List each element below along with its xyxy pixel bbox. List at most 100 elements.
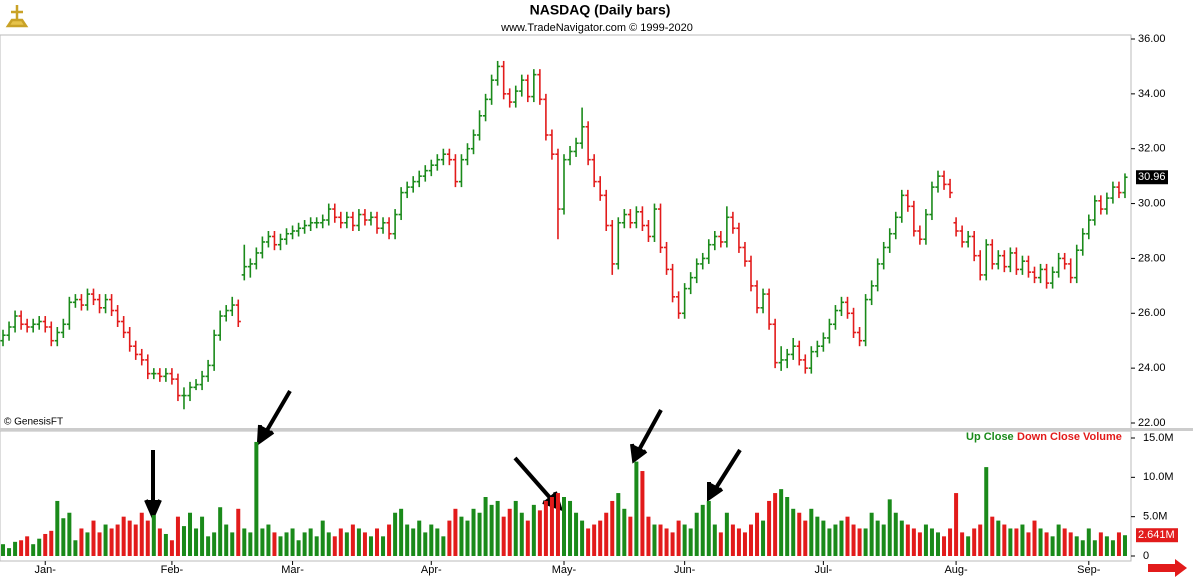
- volume-bar: [290, 528, 295, 556]
- volume-bar: [610, 500, 615, 556]
- volume-bar: [1104, 536, 1109, 556]
- volume-bar: [513, 500, 518, 556]
- volume-bar: [978, 524, 983, 556]
- volume-bar: [598, 520, 603, 556]
- volume-bar: [580, 520, 585, 556]
- volume-bar: [1050, 536, 1055, 556]
- volume-bar: [471, 508, 476, 556]
- volume-bar: [948, 528, 953, 556]
- volume-bar: [332, 536, 337, 556]
- y-tick-label: 36.00: [1138, 33, 1166, 45]
- volume-bar: [966, 536, 971, 556]
- volume-bar: [1014, 528, 1019, 556]
- volume-bar: [465, 520, 470, 556]
- volume-bar: [405, 524, 410, 556]
- volume-bar: [278, 536, 283, 556]
- volume-bar: [893, 512, 898, 556]
- volume-bar: [181, 526, 186, 556]
- x-tick-label: May-: [552, 564, 577, 576]
- volume-bar: [169, 540, 174, 556]
- volume-bar: [1002, 524, 1007, 556]
- volume-bar: [67, 512, 72, 556]
- y2-tick-label: 0: [1143, 550, 1149, 562]
- volume-bar: [730, 524, 735, 556]
- volume-bar: [694, 512, 699, 556]
- volume-bar: [266, 524, 271, 556]
- volume-bar: [194, 528, 199, 556]
- chart-title: NASDAQ (Daily bars): [530, 2, 671, 18]
- volume-bar: [857, 528, 862, 556]
- volume-bar: [664, 528, 669, 556]
- volume-bar: [797, 512, 802, 556]
- volume-bar: [724, 512, 729, 556]
- volume-bar: [1116, 532, 1121, 556]
- volume-bar: [887, 499, 892, 556]
- volume-bar: [188, 512, 193, 556]
- volume-bar: [368, 536, 373, 556]
- volume-bar: [827, 528, 832, 556]
- chart-subtitle: www.TradeNavigator.com © 1999-2020: [500, 22, 693, 34]
- last-volume-label: 2.641M: [1138, 529, 1175, 541]
- volume-bar: [574, 512, 579, 556]
- volume-bar: [1032, 520, 1037, 556]
- volume-bar: [127, 520, 132, 556]
- volume-bar: [37, 538, 42, 556]
- volume-bar: [845, 516, 850, 556]
- last-price-box: [1136, 170, 1168, 185]
- volume-bar: [1074, 536, 1079, 556]
- volume-bar: [495, 500, 500, 556]
- volume-bar: [815, 516, 820, 556]
- volume-bar: [960, 532, 965, 556]
- x-tick-label: Mar-: [281, 564, 304, 576]
- volume-bar: [628, 516, 633, 556]
- next-arrow[interactable]: [1148, 559, 1187, 577]
- volume-bar: [779, 489, 784, 556]
- volume-bar: [145, 520, 150, 556]
- volume-bar: [658, 524, 663, 556]
- volume-bar: [49, 530, 54, 556]
- y-tick-label: 22.00: [1138, 417, 1166, 429]
- volume-bar: [73, 540, 78, 556]
- y2-tick-label: 10.0M: [1143, 471, 1174, 483]
- volume-bar: [543, 500, 548, 556]
- volume-bar: [350, 524, 355, 556]
- volume-bar: [996, 520, 1001, 556]
- volume-bar: [549, 497, 554, 556]
- volume-bar: [338, 528, 343, 556]
- volume-bar: [375, 528, 380, 556]
- volume-bar: [1044, 532, 1049, 556]
- volume-bar: [163, 533, 168, 556]
- volume-bar: [1056, 524, 1061, 556]
- volume-bar: [652, 524, 657, 556]
- volume-bar: [151, 515, 156, 556]
- volume-bar: [833, 524, 838, 556]
- volume-bar: [459, 516, 464, 556]
- y-tick-label: 34.00: [1138, 88, 1166, 100]
- volume-bar: [417, 520, 422, 556]
- y-tick-label: 28.00: [1138, 252, 1166, 264]
- volume-bar: [519, 512, 524, 556]
- volume-bar: [712, 524, 717, 556]
- volume-bar: [839, 520, 844, 556]
- volume-bar: [429, 524, 434, 556]
- volume-bar: [869, 512, 874, 556]
- volume-bar: [604, 512, 609, 556]
- volume-bar: [1026, 532, 1031, 556]
- volume-bar: [230, 532, 235, 556]
- volume-bar: [736, 528, 741, 556]
- volume-bar: [362, 532, 367, 556]
- y2-tick-label: 15.0M: [1143, 432, 1174, 444]
- volume-bar: [109, 528, 114, 556]
- y-tick-label: 30.00: [1138, 197, 1166, 209]
- watermark: © GenesisFT: [4, 417, 63, 428]
- volume-bar: [501, 516, 506, 556]
- volume-bar: [308, 528, 313, 556]
- volume-bar: [531, 504, 536, 556]
- volume-bar: [7, 548, 12, 556]
- volume-bar: [785, 497, 790, 556]
- volume-bar: [157, 528, 162, 556]
- volume-bar: [1098, 532, 1103, 556]
- volume-bar: [1080, 540, 1085, 556]
- volume-bar: [984, 467, 989, 556]
